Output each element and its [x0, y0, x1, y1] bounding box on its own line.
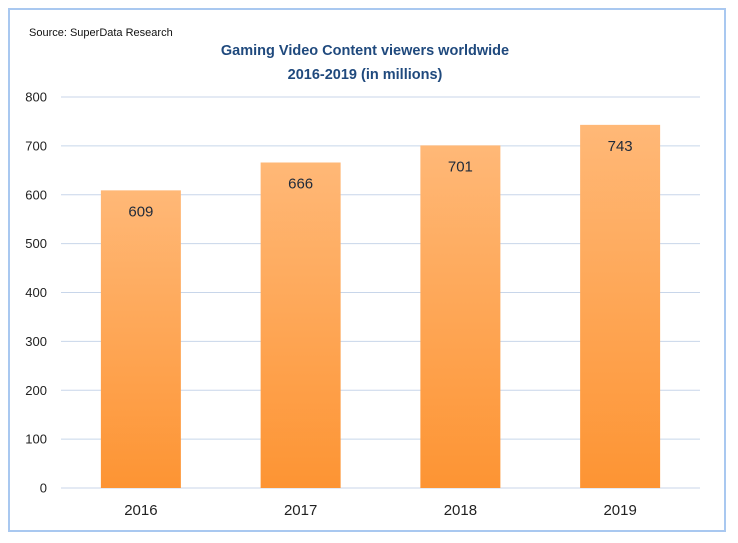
y-tick-label: 400 [25, 285, 47, 300]
data-label-2016: 609 [128, 203, 153, 220]
x-category-label-2016: 2016 [124, 502, 157, 519]
x-category-label-2018: 2018 [444, 502, 477, 519]
chart-title-block: Gaming Video Content viewers worldwide 2… [150, 39, 580, 87]
bar-2018 [420, 145, 501, 489]
y-tick-label: 800 [25, 90, 47, 105]
bar-2016 [100, 190, 181, 488]
y-tick-label: 600 [25, 187, 47, 202]
x-axis-categories: 2016 2017 2018 2019 [124, 502, 637, 519]
y-tick-label: 700 [25, 138, 47, 153]
y-tick-label: 300 [25, 334, 47, 349]
data-label-2019: 743 [608, 138, 633, 155]
data-label-2018: 701 [448, 158, 473, 175]
data-labels: 609 666 701 743 [128, 138, 632, 220]
chart-subtitle: 2016-2019 (in millions) [287, 67, 443, 83]
y-tick-label: 0 [40, 481, 47, 496]
bar-2019 [580, 124, 661, 488]
y-tick-label: 200 [25, 383, 47, 398]
bar-2017 [260, 162, 341, 488]
source-note: Source: SuperData Research [29, 27, 173, 39]
x-category-label-2019: 2019 [603, 502, 636, 519]
y-tick-label: 500 [25, 236, 47, 251]
bars [100, 124, 661, 489]
data-label-2017: 666 [288, 175, 313, 192]
y-tick-label: 100 [25, 432, 47, 447]
y-axis-ticks: 0 100 200 300 400 500 600 700 800 [25, 90, 47, 496]
chart-title: Gaming Video Content viewers worldwide [220, 43, 510, 59]
x-category-label-2017: 2017 [284, 502, 317, 519]
